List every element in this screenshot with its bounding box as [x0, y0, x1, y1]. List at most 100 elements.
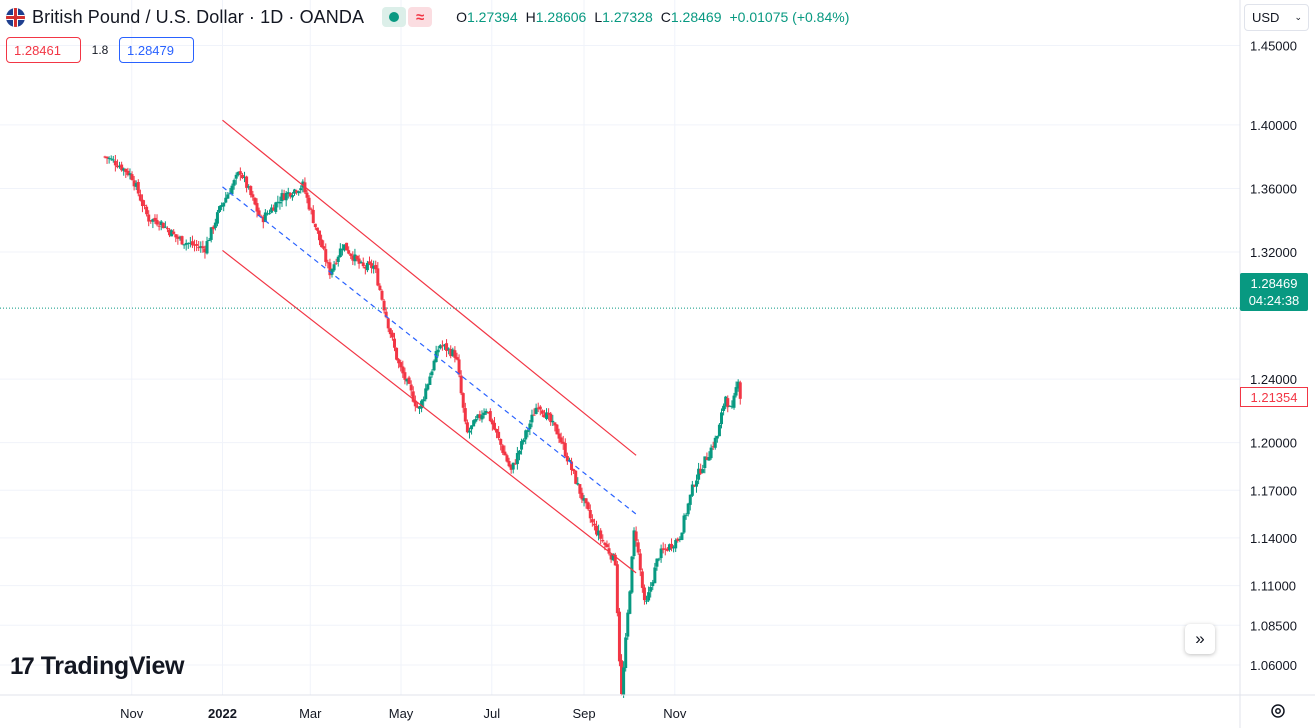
sell-button[interactable]: 1.28461 [6, 37, 81, 63]
tradingview-logo-text: TradingView [40, 652, 185, 680]
candle-body [276, 201, 280, 203]
candle-body [501, 445, 505, 453]
candle-body [228, 193, 232, 195]
candle-body [451, 349, 455, 356]
candle-body [522, 439, 526, 442]
candle-body [284, 192, 288, 201]
tradingview-logo-icon: 17 [10, 652, 35, 680]
scroll-to-realtime-button[interactable]: » [1185, 624, 1215, 654]
candle-body [386, 318, 390, 329]
candle-body [163, 226, 167, 228]
data-delay-icon[interactable]: ≈ [408, 7, 433, 27]
candle-body [480, 415, 484, 420]
candle-body [490, 420, 494, 425]
candle-body [247, 186, 251, 188]
candle-body [701, 469, 705, 473]
chart-grid [0, 0, 1240, 695]
symbol-title[interactable]: British Pound / U.S. Dollar · 1D · OANDA [32, 6, 365, 27]
chart-settings-button[interactable] [1267, 700, 1289, 722]
candle-body [224, 197, 228, 203]
candle-body [326, 262, 330, 264]
candle-body [670, 543, 674, 549]
candle-body [551, 420, 555, 423]
candle-body [622, 667, 626, 695]
candle-body [647, 592, 651, 601]
candle-body [634, 531, 638, 541]
price-axis-label: 1.11000 [1250, 579, 1296, 594]
candle-body [576, 483, 580, 485]
high-value: H1.28606 [525, 9, 587, 25]
candle-body [376, 268, 380, 286]
candle-body [180, 236, 184, 245]
candle-body [430, 371, 434, 376]
candle-body [497, 431, 501, 439]
candle-body [422, 399, 426, 402]
candle-body [188, 242, 192, 244]
candle-body [534, 407, 538, 414]
candle-body [330, 269, 334, 275]
tradingview-logo[interactable]: 17 TradingView [10, 652, 185, 681]
last-price-tag: 1.28469 04:24:38 [1240, 273, 1308, 311]
candle-body [690, 484, 694, 496]
candle-body [159, 221, 163, 225]
candle-body [115, 165, 119, 168]
candle-body [359, 261, 363, 263]
candle-body [234, 174, 238, 179]
candle-body [161, 222, 165, 229]
candle-body [682, 515, 686, 533]
candle-body [597, 530, 601, 536]
candle-body [132, 180, 136, 187]
channel-line-lower [222, 249, 637, 574]
market-open-icon[interactable] [382, 7, 407, 27]
candle-body [238, 171, 242, 175]
candle-body [676, 538, 680, 541]
candle-body [203, 248, 207, 253]
candle-body [409, 384, 413, 391]
buy-button[interactable]: 1.28479 [119, 37, 194, 63]
candle-body [449, 349, 453, 357]
candle-body [251, 194, 255, 198]
candle-body [172, 231, 176, 234]
candle-body [140, 199, 144, 207]
candle-body [324, 249, 328, 262]
candle-body [667, 544, 671, 550]
price-axis-label: 1.36000 [1250, 181, 1297, 196]
candle-body [361, 262, 365, 267]
candle-body [724, 396, 728, 407]
candle-body [488, 411, 492, 422]
time-axis-label: May [389, 706, 414, 721]
currency-select[interactable]: USD ⌄ [1244, 4, 1309, 31]
candle-body [213, 222, 217, 228]
candle-body [272, 207, 276, 211]
candle-body [505, 455, 509, 462]
candle-body [613, 554, 617, 566]
candle-body [624, 637, 628, 668]
candle-body [705, 457, 709, 460]
last-price-value: 1.28469 [1250, 276, 1298, 291]
symbol-legend: British Pound / U.S. Dollar · 1D · OANDA… [6, 4, 849, 30]
spread-value: 1.8 [91, 43, 109, 57]
parallel-channel-drawing[interactable] [222, 119, 637, 574]
candle-body [270, 207, 274, 213]
candle-body [470, 425, 474, 430]
candle-body [580, 492, 584, 500]
candle-body [509, 464, 513, 470]
candle-body [536, 407, 540, 409]
candle-body [570, 461, 574, 471]
candle-body [513, 463, 517, 465]
candle-body [590, 519, 594, 523]
price-label-tag: 1.21354 [1240, 387, 1308, 407]
candle-body [338, 248, 342, 258]
candle-body [207, 239, 211, 241]
candle-body [680, 532, 684, 540]
candle-body [549, 413, 553, 423]
candle-body [261, 217, 265, 223]
candle-body [707, 457, 711, 461]
candle-body [626, 612, 630, 637]
candle-body [415, 406, 419, 408]
candle-body [728, 405, 732, 407]
candle-body [678, 539, 682, 541]
candle-body [390, 332, 394, 338]
candle-body [109, 158, 113, 160]
